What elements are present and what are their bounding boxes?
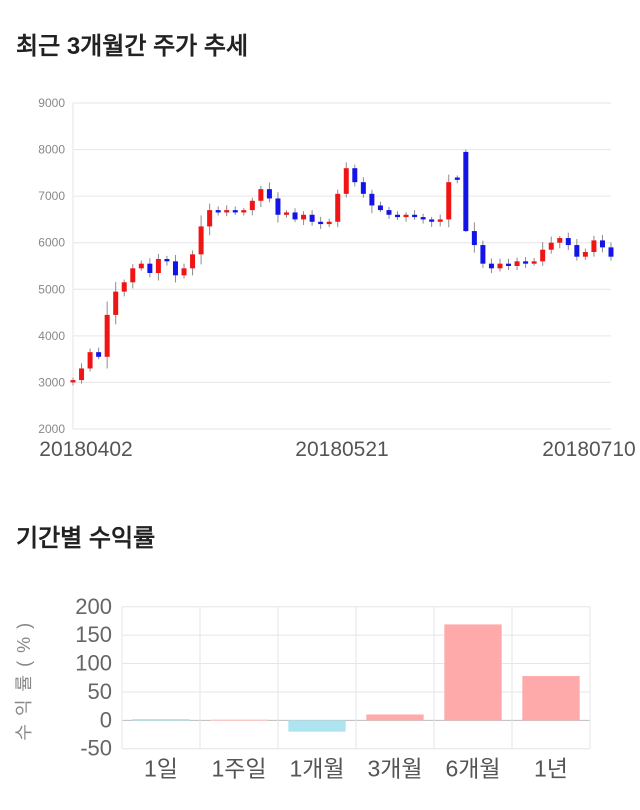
svg-text:200: 200: [75, 594, 112, 619]
svg-text:1개월: 1개월: [289, 756, 344, 782]
svg-text:1일: 1일: [144, 756, 178, 782]
svg-text:100: 100: [75, 651, 112, 676]
svg-text:1년: 1년: [534, 756, 568, 782]
svg-text:150: 150: [75, 622, 112, 647]
svg-text:0: 0: [100, 707, 112, 732]
svg-text:-50: -50: [80, 736, 112, 761]
svg-text:수익률(%): 수익률(%): [14, 615, 34, 741]
svg-text:6개월: 6개월: [445, 756, 500, 782]
svg-text:50: 50: [88, 679, 112, 704]
svg-text:3개월: 3개월: [367, 756, 422, 782]
svg-text:1주일: 1주일: [211, 756, 266, 782]
